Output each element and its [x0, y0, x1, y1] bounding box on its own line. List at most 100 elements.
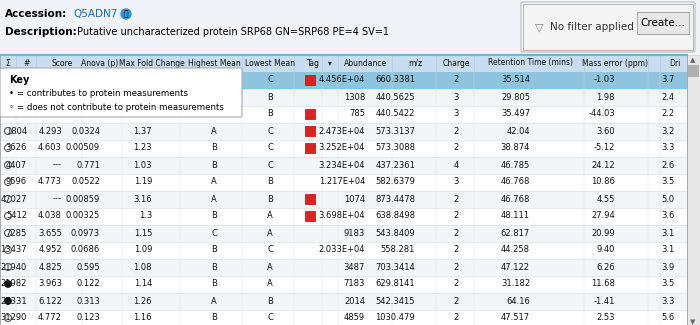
Text: B: B	[211, 263, 217, 271]
Text: Anova (p): Anova (p)	[81, 58, 118, 68]
Text: 4.952: 4.952	[38, 245, 62, 254]
Bar	[0, 225, 687, 242]
Text: B: B	[211, 314, 217, 322]
Text: 437.2361: 437.2361	[375, 161, 415, 170]
Text: C: C	[267, 144, 273, 152]
Text: ▾: ▾	[328, 58, 332, 68]
Text: 0.00325: 0.00325	[66, 212, 100, 220]
Text: 48.111: 48.111	[501, 212, 530, 220]
Text: 2: 2	[454, 263, 458, 271]
Text: 3.234E+04: 3.234E+04	[318, 161, 365, 170]
Text: 4.772: 4.772	[38, 314, 62, 322]
Text: 1.3: 1.3	[139, 212, 152, 220]
Circle shape	[121, 9, 131, 19]
Text: 3.5: 3.5	[662, 280, 675, 289]
Text: B: B	[267, 110, 273, 119]
Bar	[0, 157, 687, 174]
Text: ◦ = does not contribute to protein measurements: ◦ = does not contribute to protein measu…	[9, 102, 224, 111]
Text: 1.98: 1.98	[596, 93, 615, 101]
Text: 542.3415: 542.3415	[375, 296, 415, 306]
Bar	[305, 143, 315, 153]
Text: B: B	[211, 144, 217, 152]
Text: 31.182: 31.182	[501, 280, 530, 289]
Circle shape	[4, 297, 11, 305]
Text: 62.817: 62.817	[500, 228, 530, 238]
Text: 7183: 7183	[344, 280, 365, 289]
Text: 3: 3	[454, 93, 458, 101]
Text: 2.033E+04: 2.033E+04	[318, 245, 365, 254]
Text: 0.123: 0.123	[76, 314, 100, 322]
Text: • = contributes to protein measurements: • = contributes to protein measurements	[9, 89, 188, 98]
Bar	[0, 208, 687, 225]
Text: ---: ---	[53, 161, 62, 170]
Text: A: A	[211, 194, 217, 203]
Text: -1.41: -1.41	[594, 296, 615, 306]
Text: 2: 2	[454, 245, 458, 254]
Text: 6.26: 6.26	[596, 263, 615, 271]
Text: A: A	[211, 177, 217, 187]
Bar	[305, 109, 315, 119]
Text: 629.8141: 629.8141	[375, 280, 415, 289]
Text: 27.94: 27.94	[592, 212, 615, 220]
Text: 3.9: 3.9	[662, 263, 675, 271]
Bar	[305, 211, 315, 221]
Text: -1.03: -1.03	[594, 75, 615, 84]
Text: 3: 3	[454, 177, 458, 187]
Text: 543.8409: 543.8409	[375, 228, 415, 238]
Bar	[637, 12, 689, 34]
Text: 9.40: 9.40	[596, 245, 615, 254]
Text: A: A	[211, 296, 217, 306]
Text: B: B	[267, 93, 273, 101]
Text: 13437: 13437	[1, 245, 27, 254]
Text: ---: ---	[53, 194, 62, 203]
Text: 9183: 9183	[344, 228, 365, 238]
Text: -44.03: -44.03	[588, 110, 615, 119]
Text: 573.3088: 573.3088	[375, 144, 415, 152]
Text: 4859: 4859	[344, 314, 365, 322]
Text: 2: 2	[454, 212, 458, 220]
Text: 3.3: 3.3	[662, 144, 675, 152]
Text: -5.12: -5.12	[594, 144, 615, 152]
Text: 31290: 31290	[1, 314, 27, 322]
Text: 1.15: 1.15	[134, 228, 152, 238]
FancyBboxPatch shape	[521, 2, 695, 52]
Text: 1.08: 1.08	[134, 263, 152, 271]
Text: C: C	[267, 314, 273, 322]
Text: 47.122: 47.122	[501, 263, 530, 271]
Text: 0.313: 0.313	[76, 296, 100, 306]
Text: 440.5422: 440.5422	[376, 110, 415, 119]
Text: 1.19: 1.19	[134, 177, 152, 187]
Text: 20.99: 20.99	[592, 228, 615, 238]
Text: 2: 2	[454, 314, 458, 322]
Text: B: B	[267, 194, 273, 203]
Text: 38.874: 38.874	[500, 144, 530, 152]
Bar	[0, 259, 687, 276]
Text: No filter applied: No filter applied	[550, 22, 634, 32]
Text: 2: 2	[454, 144, 458, 152]
Text: 3.252E+04: 3.252E+04	[318, 144, 365, 152]
Bar	[0, 72, 687, 89]
Text: B: B	[211, 280, 217, 289]
Text: 0.00509: 0.00509	[66, 144, 100, 152]
Text: 0.122: 0.122	[76, 280, 100, 289]
Bar	[0, 310, 687, 325]
Text: 3.5: 3.5	[662, 177, 675, 187]
Text: Dri: Dri	[669, 58, 680, 68]
Text: 3.60: 3.60	[596, 126, 615, 136]
Text: 2.53: 2.53	[596, 314, 615, 322]
Text: 4.603: 4.603	[38, 144, 62, 152]
Text: 47.517: 47.517	[501, 314, 530, 322]
Text: C: C	[267, 245, 273, 254]
Text: 3487: 3487	[344, 263, 365, 271]
Text: A: A	[211, 126, 217, 136]
Text: 0.0686: 0.0686	[71, 245, 100, 254]
Text: A: A	[267, 263, 273, 271]
Bar	[0, 140, 687, 157]
Text: 27331: 27331	[1, 296, 27, 306]
Text: Charge: Charge	[442, 58, 470, 68]
Text: 1.09: 1.09	[134, 245, 152, 254]
Text: 5412: 5412	[6, 212, 27, 220]
Text: 4.038: 4.038	[38, 212, 62, 220]
Text: Mass error (ppm): Mass error (ppm)	[582, 58, 648, 68]
Text: 2: 2	[454, 296, 458, 306]
